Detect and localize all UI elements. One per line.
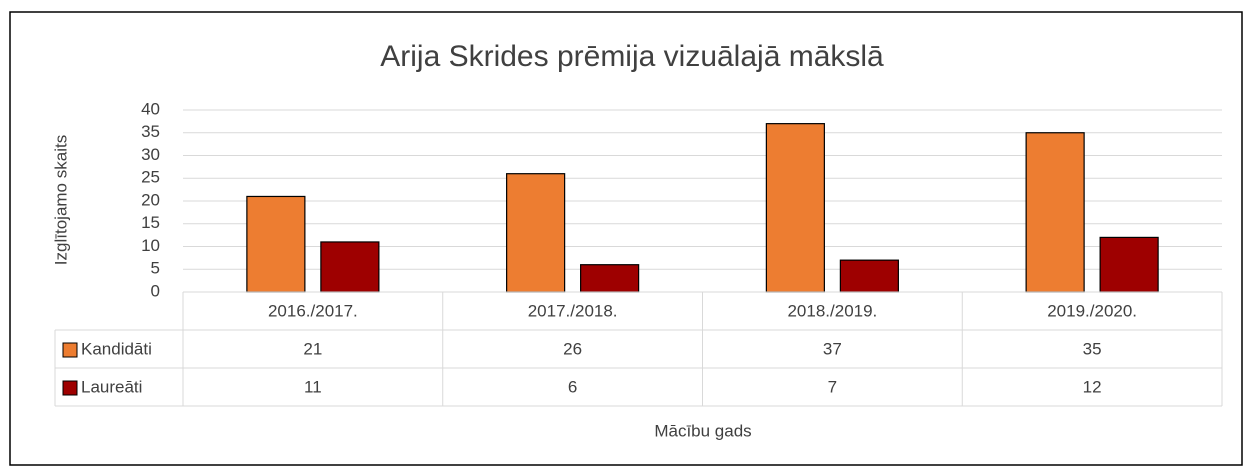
y-tick-label: 35: [141, 122, 160, 141]
table-value: 37: [823, 339, 842, 358]
bar: [765, 123, 825, 293]
bar: [246, 195, 306, 293]
y-tick-label: 30: [141, 145, 160, 164]
y-tick-label: 5: [151, 259, 160, 278]
legend-swatch: [62, 342, 78, 358]
y-tick-label: 15: [141, 213, 160, 232]
table-value: 11: [304, 377, 322, 396]
x-tick-label: 2019./2020.: [1047, 301, 1137, 320]
x-tick-label: 2016./2017.: [268, 301, 358, 320]
x-tick-label: 2017./2018.: [528, 301, 618, 320]
table-value: 26: [563, 339, 582, 358]
bar: [1099, 236, 1159, 293]
legend-label: Laureāti: [81, 377, 142, 396]
bar: [320, 241, 380, 293]
x-tick-label: 2018./2019.: [787, 301, 877, 320]
y-tick-label: 20: [141, 190, 160, 209]
y-tick-label: 25: [141, 168, 160, 187]
y-tick-label: 40: [141, 99, 160, 118]
y-tick-label: 0: [151, 281, 160, 300]
bar: [580, 264, 640, 293]
legend-label: Kandidāti: [81, 339, 152, 358]
bar: [1025, 132, 1085, 293]
y-axis-label: Izglītojamo skaits: [51, 135, 70, 265]
bar: [506, 173, 566, 293]
table-value: 12: [1083, 377, 1102, 396]
table-value: 7: [828, 377, 837, 396]
y-tick-label: 10: [141, 236, 160, 255]
bar: [839, 259, 899, 293]
x-axis-label: Mācību gads: [654, 421, 751, 440]
table-value: 21: [303, 339, 322, 358]
table-value: 6: [568, 377, 577, 396]
table-value: 35: [1083, 339, 1102, 358]
legend-swatch: [62, 380, 78, 396]
chart-title: Arija Skrides prēmija vizuālajā mākslā: [380, 40, 884, 73]
